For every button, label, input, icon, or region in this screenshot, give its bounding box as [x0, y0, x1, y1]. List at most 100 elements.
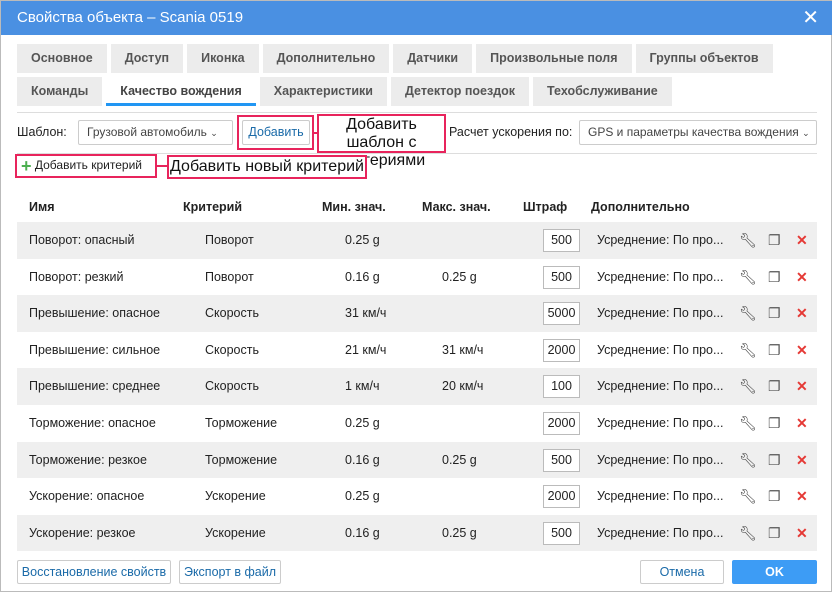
accel-select[interactable]: GPS и параметры качества вождения ⌄ [579, 120, 817, 145]
tab-tabs_row1-0[interactable]: Основное [17, 44, 107, 73]
delete-icon[interactable]: ✕ [796, 232, 808, 248]
copy-icon[interactable]: ❐ [768, 378, 781, 395]
extra-value: Усреднение: По про... [597, 452, 724, 467]
wrench-icon[interactable]: 🔧︎ [739, 268, 757, 285]
delete-icon[interactable]: ✕ [796, 524, 808, 541]
criterion-name: Торможение: резкое [29, 452, 147, 467]
chevron-down-icon: ⌄ [210, 128, 218, 138]
delete-icon[interactable]: ✕ [796, 488, 808, 505]
criterion-type: Скорость [205, 306, 259, 321]
add-criterion-button[interactable]: + Добавить критерий [21, 155, 142, 176]
tab-tabs_row1-2[interactable]: Иконка [187, 44, 259, 73]
criterion-name: Превышение: сильное [29, 342, 161, 357]
criterion-type: Поворот [205, 233, 254, 247]
extra-value: Усреднение: По про... [597, 415, 724, 430]
extra-value: Усреднение: По про... [597, 269, 724, 284]
wrench-icon[interactable]: 🔧︎ [739, 524, 757, 541]
wrench-icon[interactable]: 🔧︎ [739, 305, 757, 322]
col-min: Мин. знач. [322, 200, 386, 214]
tab-tabs_row2-4[interactable]: Техобслуживание [533, 77, 672, 106]
tab-tabs_row1-4[interactable]: Датчики [393, 44, 473, 73]
criterion-name: Поворот: опасный [29, 233, 135, 247]
min-value: 0.16 g [345, 525, 380, 540]
extra-value: Усреднение: По про... [597, 525, 724, 540]
divider [17, 153, 817, 154]
copy-icon[interactable]: ❐ [768, 488, 781, 505]
template-select[interactable]: Грузовой автомобиль ⌄ [78, 120, 233, 145]
min-value: 0.25 g [345, 415, 380, 430]
restore-button[interactable]: Восстановление свойств [17, 560, 171, 584]
delete-icon[interactable]: ✕ [796, 341, 808, 358]
cancel-button[interactable]: Отмена [640, 560, 724, 584]
wrench-icon[interactable]: 🔧︎ [739, 451, 757, 468]
table-row: Ускорение: резкое Ускорение 0.16 g 0.25 … [17, 514, 817, 552]
criterion-name: Поворот: резкий [29, 269, 124, 284]
extra-value: Усреднение: По про... [597, 489, 724, 504]
ok-button[interactable]: OK [732, 560, 817, 584]
min-value: 0.25 g [345, 489, 380, 504]
col-extra: Дополнительно [591, 200, 690, 214]
copy-icon[interactable]: ❐ [768, 524, 781, 541]
copy-icon[interactable]: ❐ [768, 414, 781, 431]
tab-tabs_row1-5[interactable]: Произвольные поля [476, 44, 632, 73]
min-value: 0.16 g [345, 269, 380, 284]
penalty-input[interactable]: 2000 [543, 338, 580, 362]
copy-icon[interactable]: ❐ [768, 305, 781, 322]
criteria-table: Поворот: опасный Поворот 0.25 g 500 Усре… [17, 222, 817, 552]
highlight-add-criterion [15, 154, 157, 178]
criterion-type: Ускорение [205, 489, 266, 504]
delete-icon[interactable]: ✕ [796, 378, 808, 395]
penalty-input[interactable]: 500 [543, 521, 580, 545]
tab-tabs_row1-1[interactable]: Доступ [110, 44, 184, 73]
delete-icon[interactable]: ✕ [796, 451, 808, 468]
tab-tabs_row2-0[interactable]: Команды [17, 77, 103, 106]
max-value: 20 км/ч [442, 379, 484, 394]
penalty-input[interactable]: 2000 [543, 485, 580, 509]
copy-icon[interactable]: ❐ [768, 232, 781, 248]
tab-tabs_row1-6[interactable]: Группы объектов [635, 44, 773, 73]
table-row: Поворот: резкий Поворот 0.16 g 0.25 g 50… [17, 259, 817, 296]
tab-tabs_row2-3[interactable]: Детектор поездок [390, 77, 530, 106]
extra-value: Усреднение: По про... [597, 342, 724, 357]
extra-value: Усреднение: По про... [597, 379, 724, 394]
penalty-input[interactable]: 5000 [543, 302, 580, 326]
title-bar: Свойства объекта – Scania 0519 ✕ [1, 1, 832, 35]
max-value: 0.25 g [442, 269, 477, 284]
close-icon[interactable]: ✕ [802, 7, 819, 29]
min-value: 31 км/ч [345, 306, 387, 321]
callout-criterion: Добавить новый критерий [167, 155, 367, 179]
penalty-input[interactable]: 500 [543, 448, 580, 472]
wrench-icon[interactable]: 🔧︎ [739, 232, 757, 248]
delete-icon[interactable]: ✕ [796, 305, 808, 322]
criterion-name: Превышение: среднее [29, 379, 161, 394]
penalty-input[interactable]: 100 [543, 375, 580, 399]
criterion-name: Торможение: опасное [29, 415, 156, 430]
delete-icon[interactable]: ✕ [796, 414, 808, 431]
penalty-input[interactable]: 500 [543, 265, 580, 289]
wrench-icon[interactable]: 🔧︎ [739, 414, 757, 431]
criterion-type: Ускорение [205, 525, 266, 540]
delete-icon[interactable]: ✕ [796, 268, 808, 285]
table-row: Превышение: среднее Скорость 1 км/ч 20 к… [17, 368, 817, 405]
wrench-icon[interactable]: 🔧︎ [739, 341, 757, 358]
table-row: Торможение: резкое Торможение 0.16 g 0.2… [17, 441, 817, 479]
wrench-icon[interactable]: 🔧︎ [739, 378, 757, 395]
criterion-type: Торможение [205, 452, 278, 467]
copy-icon[interactable]: ❐ [768, 268, 781, 285]
min-value: 0.25 g [345, 233, 380, 247]
tab-tabs_row2-1[interactable]: Качество вождения [106, 77, 256, 106]
add-criterion-label: Добавить критерий [34, 158, 142, 172]
tab-tabs_row1-3[interactable]: Дополнительно [262, 44, 390, 73]
divider [17, 112, 817, 113]
copy-icon[interactable]: ❐ [768, 451, 781, 468]
penalty-input[interactable]: 500 [543, 229, 580, 252]
criterion-type: Скорость [205, 379, 259, 394]
copy-icon[interactable]: ❐ [768, 341, 781, 358]
penalty-input[interactable]: 2000 [543, 411, 580, 435]
wrench-icon[interactable]: 🔧︎ [739, 488, 757, 505]
plus-icon: + [21, 155, 32, 176]
export-button[interactable]: Экспорт в файл [179, 560, 281, 584]
tab-tabs_row2-2[interactable]: Характеристики [259, 77, 387, 106]
add-template-button[interactable]: Добавить [242, 120, 310, 145]
table-row: Торможение: опасное Торможение 0.25 g 20… [17, 405, 817, 442]
